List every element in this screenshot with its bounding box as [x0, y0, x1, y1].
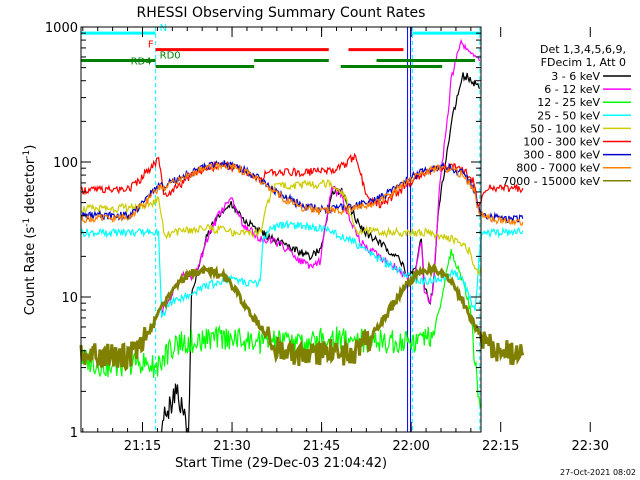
state-bar-label: RD0 — [160, 50, 181, 61]
y-tick-label: 100 — [53, 156, 78, 171]
y-axis-label-part2: detector — [23, 158, 38, 218]
state-bar-label: RD4 — [131, 56, 152, 67]
x-axis: 21:15 21:30 21:45 22:00 22:15 22:30 — [82, 27, 609, 454]
x-tick-label: 22:00 — [392, 439, 429, 454]
legend-entry-label: 300 - 800 keV — [523, 149, 600, 162]
x-tick-label: 22:15 — [482, 439, 519, 454]
y-axis-label-part1: Count Rate (s — [23, 227, 38, 316]
y-axis-label: Count Rate (s-1 detector-1) — [22, 145, 38, 316]
legend-entry-label: 25 - 50 keV — [537, 109, 600, 122]
y-tick-label: 10 — [61, 291, 78, 306]
series-line — [80, 161, 524, 227]
legend: Det 1,3,4,5,6,9,FDecim 1, Att 03 - 6 keV… — [502, 43, 631, 188]
legend-header: Det 1,3,4,5,6,9, — [540, 43, 626, 56]
legend-entry-label: 800 - 7000 keV — [516, 162, 600, 175]
y-tick-label: 1 — [70, 426, 78, 441]
legend-entry-label: 100 - 300 keV — [523, 136, 600, 149]
y-axis-label-part3: ) — [23, 145, 38, 150]
legend-entry-label: 50 - 100 keV — [530, 122, 600, 135]
plot-frame — [80, 26, 482, 433]
legend-entry-label: 6 - 12 keV — [544, 83, 600, 96]
chart-title: RHESSI Observing Summary Count Rates — [137, 5, 426, 21]
x-tick-label: 22:30 — [572, 439, 609, 454]
legend-entry-label: 3 - 6 keV — [551, 70, 600, 83]
legend-entry-label: 12 - 25 keV — [537, 96, 600, 109]
timestamp: 27-Oct-2021 08:02 — [560, 468, 636, 477]
state-bar-label: F — [148, 40, 154, 51]
y-axis: 1 10 100 1000 — [45, 21, 481, 441]
state-bar-label: N — [160, 23, 167, 34]
x-axis-label: Start Time (29-Dec-03 21:04:42) — [175, 456, 387, 471]
x-tick-label: 21:45 — [303, 439, 340, 454]
y-axis-label-exp1: -1 — [22, 218, 32, 227]
series-line — [79, 261, 525, 372]
series-line — [80, 219, 524, 319]
x-tick-label: 21:15 — [124, 439, 161, 454]
y-axis-label-exp2: -1 — [22, 150, 32, 159]
y-tick-label: 1000 — [45, 21, 78, 36]
plot-area: NF RD0 RD4 — [79, 23, 525, 433]
x-tick-label: 21:30 — [213, 439, 250, 454]
legend-header: FDecim 1, Att 0 — [541, 56, 626, 69]
series-line — [161, 38, 481, 315]
legend-entry-label: 7000 - 15000 keV — [502, 175, 600, 188]
